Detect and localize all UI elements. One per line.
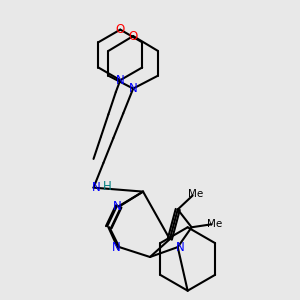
Text: N: N: [116, 74, 125, 87]
Text: Me: Me: [188, 189, 203, 200]
Text: N: N: [112, 200, 121, 213]
Text: N: N: [129, 82, 137, 95]
Text: N: N: [112, 241, 121, 254]
Text: N: N: [176, 241, 184, 254]
Text: O: O: [116, 23, 125, 36]
Text: H: H: [103, 180, 111, 193]
Text: Me: Me: [207, 219, 223, 229]
Text: N: N: [92, 181, 100, 194]
Text: O: O: [128, 30, 138, 43]
